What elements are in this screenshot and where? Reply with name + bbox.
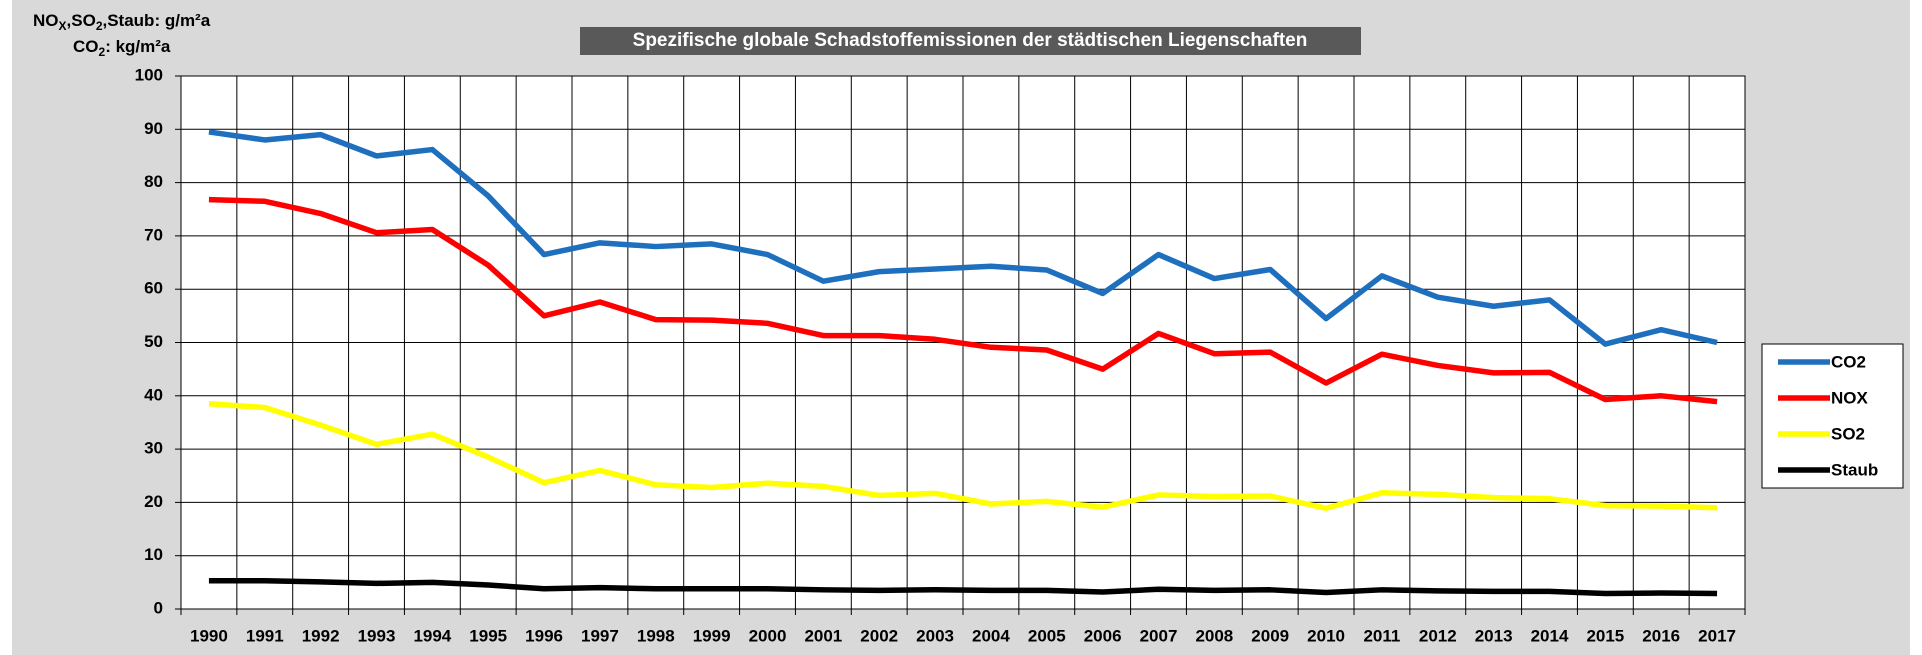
label-sub: 2	[96, 19, 103, 33]
x-tick-label: 1997	[581, 626, 619, 645]
x-tick-label: 2016	[1642, 626, 1680, 645]
y-tick-label: 0	[154, 598, 163, 617]
x-tick-label: 2012	[1419, 626, 1457, 645]
y-tick-label: 10	[144, 545, 163, 564]
x-tick-label: 2006	[1084, 626, 1122, 645]
x-tick-label: 2014	[1531, 626, 1569, 645]
x-tick-label: 1991	[246, 626, 284, 645]
x-tick-label: 2004	[972, 626, 1010, 645]
data-line	[208, 129, 1718, 347]
legend-box	[1761, 343, 1904, 489]
y-axis-label: CO2: kg/m²a	[73, 37, 171, 59]
legend-label: NOX	[1831, 388, 1869, 407]
y-tick-label: 20	[144, 492, 163, 511]
x-tick-label: 2003	[916, 626, 954, 645]
label-part: NO	[33, 11, 59, 30]
y-tick-label: 90	[144, 119, 163, 138]
legend-label: Staub	[1831, 460, 1878, 479]
x-tick-label: 2009	[1251, 626, 1289, 645]
x-tick-label: 1999	[693, 626, 731, 645]
label-part: ,Staub: g/m²a	[103, 11, 211, 30]
x-tick-label: 1998	[637, 626, 675, 645]
y-tick-label: 80	[144, 172, 163, 191]
chart-title: Spezifische globale Schadstoffemissionen…	[633, 30, 1308, 51]
label-sub: X	[59, 19, 67, 33]
x-tick-label: 1990	[190, 626, 228, 645]
legend-label: CO2	[1831, 352, 1866, 371]
y-tick-label: 30	[144, 439, 163, 458]
x-tick-label: 2008	[1195, 626, 1233, 645]
x-tick-label: 2000	[749, 626, 787, 645]
label-part: CO	[73, 37, 99, 56]
x-tick-label: 1992	[302, 626, 340, 645]
x-tick-label: 1993	[358, 626, 396, 645]
y-tick-label: 40	[144, 385, 163, 404]
y-tick-label: 100	[135, 65, 163, 84]
y-tick-label: 60	[144, 279, 163, 298]
label-part: : kg/m²a	[105, 37, 171, 56]
label-part: ,SO	[67, 11, 96, 30]
x-tick-label: 2017	[1698, 626, 1736, 645]
x-tick-label: 2011	[1363, 626, 1400, 645]
title-box	[580, 27, 1361, 55]
x-tick-label: 1995	[469, 626, 507, 645]
y-tick-label: 70	[144, 225, 163, 244]
x-tick-label: 1994	[413, 626, 451, 645]
x-tick-label: 2001	[804, 626, 842, 645]
y-axis-label: NOX,SO2,Staub: g/m²a	[33, 11, 211, 33]
x-tick-label: 2015	[1586, 626, 1624, 645]
x-tick-label: 2005	[1028, 626, 1066, 645]
y-tick-label: 50	[144, 332, 163, 351]
label-sub: 2	[99, 45, 106, 59]
x-tick-label: 2010	[1307, 626, 1345, 645]
x-tick-label: 2007	[1140, 626, 1178, 645]
data-line	[208, 196, 1718, 405]
x-tick-label: 1996	[525, 626, 563, 645]
legend-label: SO2	[1831, 424, 1865, 443]
data-line	[208, 401, 1718, 512]
x-tick-label: 2002	[860, 626, 898, 645]
data-line	[208, 578, 1718, 597]
x-tick-label: 2013	[1475, 626, 1513, 645]
